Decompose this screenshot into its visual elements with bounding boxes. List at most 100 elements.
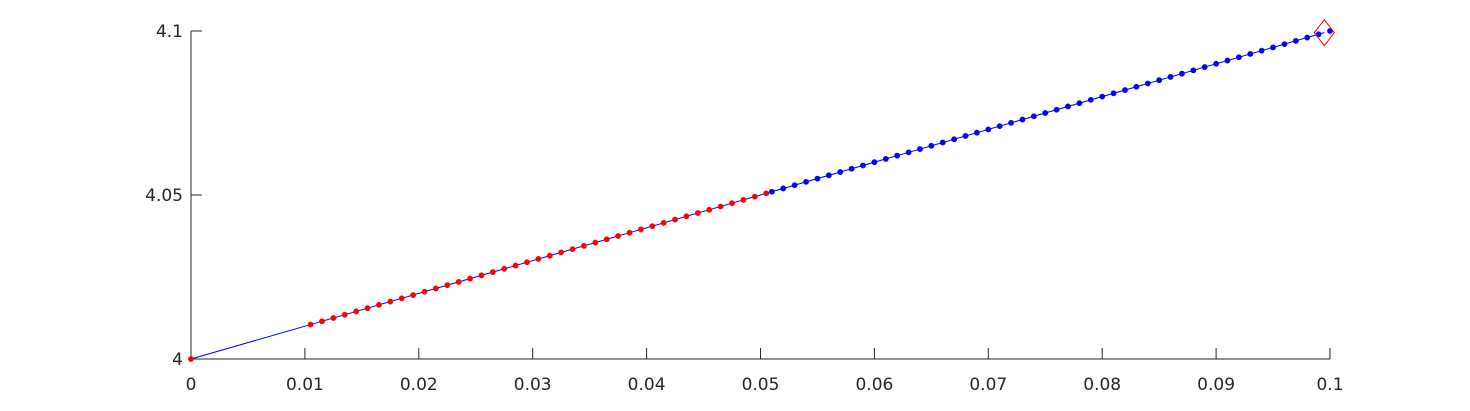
data-point <box>825 172 832 179</box>
endpoint-marker <box>1313 18 1335 47</box>
data-point <box>319 318 325 325</box>
data-point <box>882 156 889 162</box>
data-point <box>837 169 844 175</box>
data-point <box>917 146 923 152</box>
data-point <box>1053 106 1060 113</box>
data-point <box>996 123 1003 130</box>
data-point <box>626 229 633 236</box>
data-point <box>1213 60 1219 67</box>
data-point <box>740 197 747 203</box>
endpoint-diamond-marker <box>1313 18 1335 47</box>
x-tick-label: 0.03 <box>514 375 552 395</box>
data-point <box>729 200 735 207</box>
data-point <box>1019 116 1026 123</box>
x-tick-label: 0.05 <box>742 375 780 395</box>
data-point <box>398 295 405 302</box>
data-point <box>615 233 622 239</box>
data-point <box>1247 51 1254 57</box>
x-tick-label: 0.07 <box>969 375 1007 395</box>
data-point <box>803 178 809 185</box>
data-point <box>512 262 519 269</box>
data-point <box>444 282 451 289</box>
data-point <box>569 246 576 253</box>
data-point <box>1076 100 1083 107</box>
data-point <box>763 190 770 197</box>
data-point <box>592 239 599 246</box>
data-point <box>928 142 935 149</box>
data-point <box>905 149 912 156</box>
data-point <box>1201 64 1208 70</box>
data-point <box>1099 93 1106 100</box>
x-tick-label: 0.02 <box>400 375 438 395</box>
data-point <box>1122 87 1128 93</box>
data-point <box>603 236 610 243</box>
data-point <box>546 252 553 259</box>
data-point <box>717 203 724 210</box>
data-point <box>478 272 485 279</box>
y-tick-label: 4 <box>172 350 183 370</box>
data-point <box>1258 47 1265 54</box>
data-point <box>376 301 382 308</box>
data-point <box>1167 74 1174 80</box>
data-point <box>1281 41 1288 48</box>
data-point <box>962 133 969 139</box>
data-point <box>1270 44 1276 51</box>
data-point <box>672 216 678 223</box>
data-point <box>1156 77 1163 84</box>
data-point <box>848 165 855 172</box>
data-point <box>694 210 701 216</box>
data-point <box>410 292 417 298</box>
data-point <box>1304 34 1311 41</box>
data-point <box>1065 103 1071 110</box>
data-point <box>467 275 473 282</box>
data-point <box>421 288 428 295</box>
data-point <box>1008 119 1014 126</box>
data-point <box>638 226 644 233</box>
data-point <box>649 223 656 230</box>
data-point <box>780 185 787 192</box>
x-tick-label: 0.09 <box>1197 375 1235 395</box>
data-line <box>190 32 1325 360</box>
data-point <box>387 298 394 305</box>
data-point <box>1292 37 1299 44</box>
data-point <box>751 193 758 200</box>
data-point <box>1133 83 1140 90</box>
x-tick-label: 0.01 <box>286 375 324 395</box>
data-point <box>951 136 958 143</box>
data-point <box>814 175 821 182</box>
y-axis-ticks: 4 4.05 4.1 <box>145 22 202 370</box>
data-point <box>985 126 992 133</box>
data-point <box>558 249 565 256</box>
data-point <box>330 315 337 321</box>
x-tick-label: 0.04 <box>628 375 666 395</box>
data-point <box>535 256 542 262</box>
data-point <box>188 356 194 362</box>
data-point <box>1224 57 1231 64</box>
data-point <box>1235 54 1242 61</box>
data-point <box>939 139 946 146</box>
series-line <box>190 32 1325 360</box>
data-point <box>791 182 798 189</box>
x-tick-label: 0.06 <box>855 375 893 395</box>
data-point <box>683 213 690 220</box>
data-point <box>860 162 866 169</box>
data-point <box>307 321 314 328</box>
data-point <box>894 152 901 159</box>
data-point <box>660 219 667 226</box>
x-tick-label: 0 <box>186 375 197 395</box>
y-tick-label: 4.1 <box>156 22 183 42</box>
data-point <box>706 206 713 213</box>
data-point <box>1030 113 1037 120</box>
data-point <box>1110 90 1117 97</box>
data-point <box>871 159 878 166</box>
data-points <box>188 28 1333 362</box>
x-tick-label: 0.1 <box>1316 375 1343 395</box>
data-point <box>974 129 980 136</box>
data-point <box>353 308 360 315</box>
data-point <box>1144 80 1151 87</box>
data-point <box>1190 67 1197 74</box>
data-point <box>1042 110 1049 116</box>
x-tick-label: 0.08 <box>1083 375 1121 395</box>
x-axis-ticks: 0 0.01 0.02 0.03 0.04 0.05 0.06 0.07 0.08 0.09 0.1 <box>186 348 1344 395</box>
y-tick-label: 4.05 <box>145 186 183 206</box>
